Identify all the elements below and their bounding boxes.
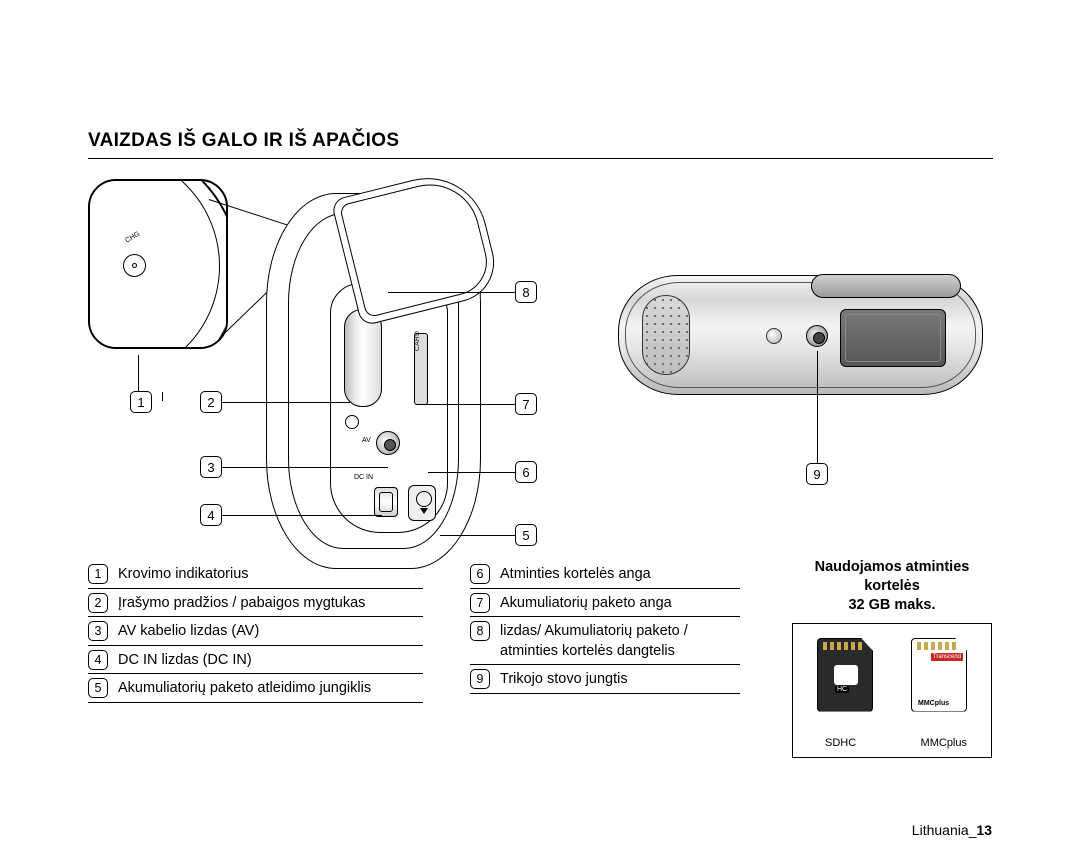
battery-release — [408, 485, 436, 521]
legend-num: 2 — [88, 593, 108, 613]
legend-text: Akumuliatorių paketo anga — [500, 593, 672, 614]
legend-col-1: 1 Krovimo indikatorius 2 Įrašymo pradžios … — [88, 560, 423, 703]
chg-led — [132, 263, 137, 268]
dcin-jack — [374, 487, 398, 517]
legend-num: 5 — [88, 678, 108, 698]
callout-6: 6 — [515, 461, 537, 483]
legend-num: 4 — [88, 650, 108, 670]
speaker-grille — [642, 295, 690, 375]
section-title: VAIZDAS IŠ GALO IR IŠ APAČIOS — [88, 130, 993, 159]
camera-back-diagram: BATT. CARD AV DC IN — [266, 193, 481, 569]
sdhc-caption: SDHC — [825, 737, 856, 749]
mmcplus-card-icon: Transcend MMCplus — [911, 638, 967, 712]
memory-title: Naudojamos atminties kortelės 32 GB maks… — [792, 558, 992, 615]
callout-8: 8 — [515, 281, 537, 303]
dcin-label: DC IN — [354, 474, 373, 481]
legend-num: 6 — [470, 564, 490, 584]
legend-text: Trikojo stovo jungtis — [500, 669, 628, 690]
camera-bottom-diagram — [618, 275, 983, 395]
sdhc-card-icon: HC — [817, 638, 873, 712]
record-button-mark — [345, 415, 359, 429]
tripod-mount — [806, 325, 828, 347]
callout-3: 3 — [200, 456, 222, 478]
legend-num: 7 — [470, 593, 490, 613]
memory-card-panel: Naudojamos atminties kortelės 32 GB maks… — [792, 558, 992, 758]
legend-text: DC IN lizdas (DC IN) — [118, 650, 252, 671]
callout-7: 7 — [515, 393, 537, 415]
legend-col-2: 6 Atminties kortelės anga 7 Akumuliatorių … — [470, 560, 740, 694]
callout-4: 4 — [200, 504, 222, 526]
legend-text: Įrašymo pradžios / pabaigos mygtukas — [118, 593, 365, 614]
mmc-caption: MMCplus — [921, 737, 967, 749]
diagram-area: CHG BATT. CARD AV DC IN — [88, 179, 993, 574]
callout-9: 9 — [806, 463, 828, 485]
av-label: AV — [362, 437, 371, 444]
legend-text: lizdas/ Akumuliatorių paketo / atminties… — [500, 621, 740, 661]
battery-slot — [344, 309, 382, 407]
card-label: CARD — [414, 331, 421, 351]
legend-text: Akumuliatorių paketo atleidimo jungiklis — [118, 678, 371, 699]
legend-num: 1 — [88, 564, 108, 584]
legend-num: 8 — [470, 621, 490, 641]
legend-text: Atminties kortelės anga — [500, 564, 651, 585]
av-jack — [376, 431, 400, 455]
callout-2: 2 — [200, 391, 222, 413]
legend-text: Krovimo indikatorius — [118, 564, 249, 585]
legend-num: 3 — [88, 621, 108, 641]
memory-box: HC Transcend MMCplus SDHC MMCplus — [792, 623, 992, 758]
page-footer: Lithuania_13 — [912, 822, 992, 838]
callout-1: 1 — [130, 391, 152, 413]
legend-num: 9 — [470, 669, 490, 689]
callout-5: 5 — [515, 524, 537, 546]
legend-text: AV kabelio lizdas (AV) — [118, 621, 259, 642]
bottom-door — [840, 309, 946, 367]
chg-detail-panel: CHG — [88, 179, 228, 349]
